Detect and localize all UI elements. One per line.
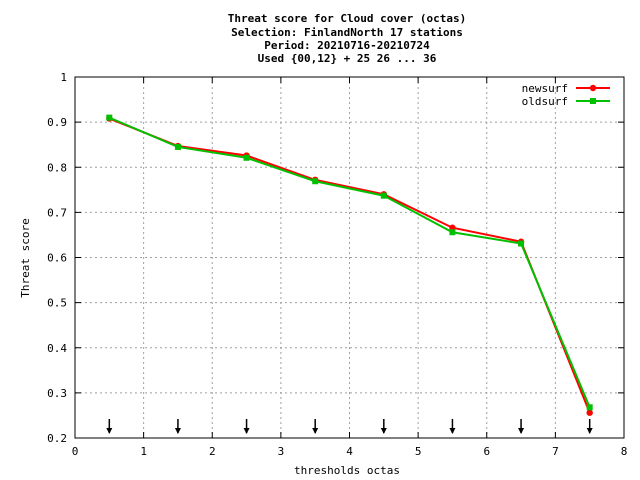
threshold-arrow — [243, 419, 250, 434]
x-tick-label: 4 — [346, 445, 353, 458]
x-axis: 0 1 2 3 4 5 6 7 8 — [72, 77, 628, 458]
x-tick-label: 2 — [209, 445, 216, 458]
data-point — [586, 404, 593, 411]
threshold-arrow — [106, 419, 113, 434]
y-axis-label: Threat score — [19, 218, 32, 297]
threshold-arrow — [380, 419, 387, 434]
chart-title: Threat score for Cloud cover (octas) Sel… — [228, 12, 466, 65]
x-tick-label: 3 — [278, 445, 285, 458]
data-point — [586, 409, 593, 416]
arrow-head — [243, 428, 250, 434]
title-line-1: Threat score for Cloud cover (octas) — [228, 12, 466, 25]
data-point — [518, 240, 525, 247]
series-line — [108, 116, 591, 408]
y-tick-label: 1 — [60, 71, 67, 84]
legend-label: oldsurf — [522, 95, 568, 108]
data-point — [380, 192, 387, 199]
y-axis: 0.2 0.3 0.4 0.5 0.6 0.7 0.8 0.9 1 — [47, 71, 624, 445]
data-point — [449, 229, 456, 236]
threshold-arrow — [518, 419, 525, 434]
y-tick-label: 0.5 — [47, 297, 67, 310]
x-tick-label: 1 — [140, 445, 147, 458]
legend-item-newsurf: newsurf — [522, 82, 610, 95]
series — [106, 114, 593, 416]
legend-item-oldsurf: oldsurf — [522, 95, 610, 108]
series-line — [108, 117, 591, 414]
data-point — [243, 154, 250, 161]
title-line-4: Used {00,12} + 25 26 ... 36 — [258, 52, 437, 65]
threshold-arrow — [586, 419, 593, 434]
data-point — [106, 114, 113, 121]
x-tick-label: 0 — [72, 445, 79, 458]
series-newsurf — [106, 115, 593, 416]
title-line-3: Period: 20210716-20210724 — [264, 39, 430, 52]
y-tick-label: 0.9 — [47, 116, 67, 129]
y-tick-label: 0.2 — [47, 432, 67, 445]
arrow-head — [312, 428, 319, 434]
x-axis-label: thresholds octas — [294, 464, 400, 477]
arrow-head — [586, 428, 593, 434]
threshold-arrows — [106, 419, 593, 434]
arrow-head — [518, 428, 525, 434]
threshold-arrow — [312, 419, 319, 434]
arrow-head — [380, 428, 387, 434]
grid — [75, 77, 624, 438]
legend-marker — [589, 84, 597, 92]
y-tick-label: 0.8 — [47, 161, 67, 174]
y-tick-label: 0.3 — [47, 387, 67, 400]
data-point — [174, 143, 181, 150]
series-oldsurf — [106, 114, 593, 411]
legend-marker — [590, 98, 596, 104]
arrow-head — [106, 428, 113, 434]
arrow-head — [449, 428, 456, 434]
x-tick-label: 8 — [621, 445, 628, 458]
y-tick-label: 0.4 — [47, 342, 67, 355]
arrow-head — [174, 428, 181, 434]
title-line-2: Selection: FinlandNorth 17 stations — [231, 26, 463, 39]
x-tick-label: 5 — [415, 445, 422, 458]
x-tick-label: 7 — [552, 445, 559, 458]
y-tick-label: 0.7 — [47, 206, 67, 219]
x-tick-label: 6 — [483, 445, 490, 458]
threshold-arrow — [174, 419, 181, 434]
legend-label: newsurf — [522, 82, 568, 95]
threshold-arrow — [449, 419, 456, 434]
y-tick-label: 0.6 — [47, 252, 67, 265]
data-point — [312, 178, 319, 185]
